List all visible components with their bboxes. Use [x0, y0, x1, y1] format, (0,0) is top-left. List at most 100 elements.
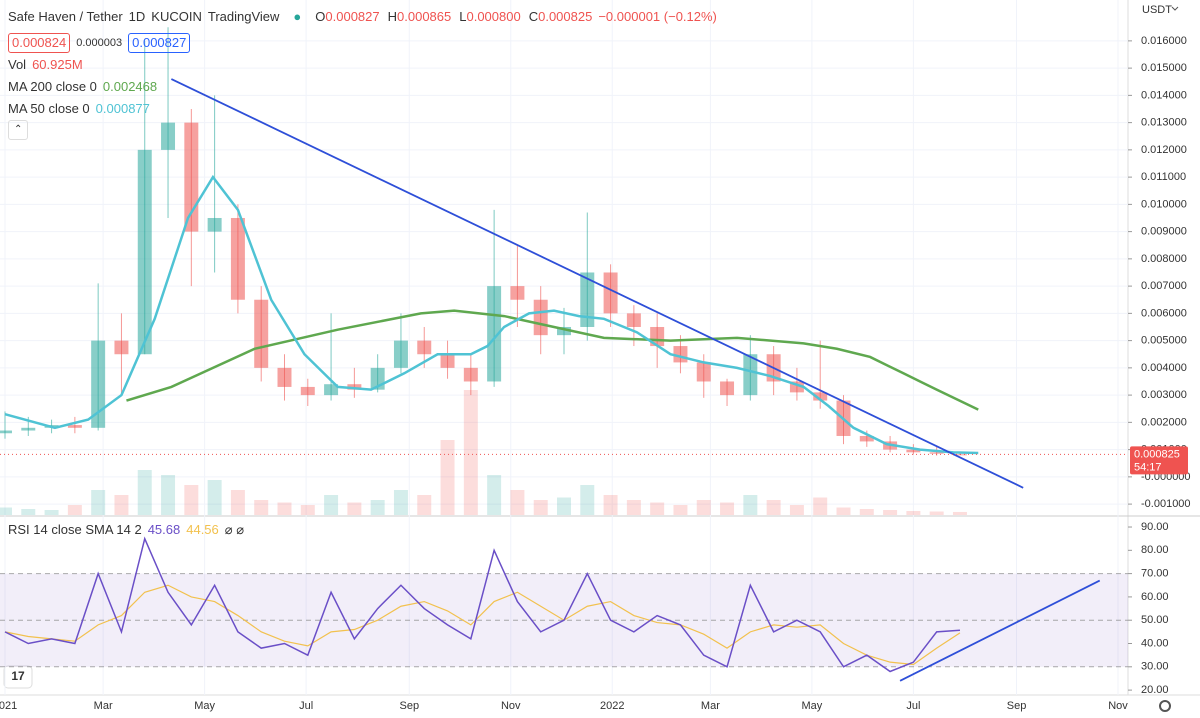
candle-body [743, 354, 758, 396]
volume-bar [952, 511, 967, 515]
candle-body [487, 286, 502, 382]
candle-body [626, 313, 641, 327]
volume-bar [393, 490, 408, 515]
y-tick-label: 0.012000 [1141, 144, 1187, 156]
ohlc: O0.000827 H0.000865 L0.000800 C0.000825 [315, 6, 592, 28]
ohlc-key: L [459, 9, 467, 24]
volume-bar [44, 510, 59, 515]
candle-body [463, 367, 478, 382]
volume-bar [324, 495, 339, 515]
interval: 1D [128, 9, 146, 24]
candle-body [557, 326, 571, 336]
x-tick-label: May [802, 700, 823, 712]
candle-body [184, 122, 199, 232]
volume-bar [440, 440, 455, 515]
ohlc-key: C [528, 9, 539, 24]
y-tick-label: 0.007000 [1141, 280, 1187, 292]
volume-bar [883, 510, 898, 515]
y-unit: USDT [1142, 4, 1172, 16]
settings-icon[interactable] [1159, 700, 1171, 712]
candle-body [580, 272, 595, 327]
y-tick-label: 0.013000 [1141, 117, 1187, 129]
volume-bar [137, 470, 152, 515]
trendline [899, 579, 1101, 682]
y-tick-label: 60.00 [1141, 591, 1169, 603]
y-tick-label: 80.00 [1141, 544, 1169, 556]
y-tick-label: 0.002000 [1141, 416, 1187, 428]
title-row: Safe Haven / Tether 1D KUCOIN TradingVie… [8, 6, 717, 28]
bid[interactable]: 0.000824 [8, 33, 71, 53]
volume-bar [463, 390, 478, 515]
y-tick-label: 0.006000 [1141, 307, 1187, 319]
ask[interactable]: 0.000827 [128, 33, 191, 53]
ohlc-key: O [315, 9, 326, 24]
candle-body [789, 381, 804, 393]
ma200-name: MA 200 close 0 [8, 79, 97, 94]
tv-logo[interactable] [3, 665, 33, 689]
candle-body [67, 425, 82, 428]
rsi-sma-line [4, 584, 961, 666]
ma200-legend: MA 200 close 0 0.002468 [8, 76, 717, 98]
y-tick-label: 0.014000 [1141, 89, 1187, 101]
y-tick-label: 0.015000 [1141, 62, 1187, 74]
candle-body [696, 362, 711, 382]
y-tick-label: 0.010000 [1141, 198, 1187, 210]
x-tick-label: Sep [1007, 700, 1027, 712]
candle-body [906, 449, 921, 453]
candle-body [324, 384, 339, 396]
volume-bar [67, 505, 82, 515]
candle-body [21, 427, 36, 431]
volume-bar [673, 505, 688, 515]
collapse-button[interactable]: ⌃ [8, 120, 29, 140]
candle-body [510, 286, 525, 300]
y-tick-label: 50.00 [1141, 614, 1169, 626]
x-tick-label: Mar [94, 700, 113, 712]
quote-row: 0.000824 0.000003 0.000827 [8, 32, 717, 54]
rsi-hidden-icon[interactable]: ⌀ ⌀ [224, 522, 245, 537]
volume-bar [720, 502, 735, 515]
y-tick-label: 0.004000 [1141, 362, 1187, 374]
x-tick-label: 2022 [600, 700, 624, 712]
trendline [170, 78, 1024, 489]
y-tick-label: 0.009000 [1141, 226, 1187, 238]
volume-value: 60.925M [32, 57, 83, 72]
volume-name: Vol [8, 57, 27, 72]
volume-bar [836, 507, 851, 515]
volume-bar [789, 505, 804, 515]
volume-bar [300, 505, 315, 515]
volume-bar [21, 509, 36, 515]
volume-bar [347, 502, 362, 515]
x-tick-label: May [194, 700, 215, 712]
candle-body [720, 381, 735, 396]
candle-body [393, 340, 408, 368]
last-price-label: 0.000825 [1134, 448, 1180, 460]
ohlc-value: 0.000865 [397, 9, 452, 24]
y-tick-label: 20.00 [1141, 684, 1169, 696]
candle-body [230, 217, 245, 300]
countdown: 54:17 [1134, 461, 1162, 473]
ma-line [126, 309, 979, 411]
volume-bar [650, 502, 665, 515]
volume-bar [277, 502, 292, 515]
volume-bar [184, 485, 199, 515]
change: −0.000001 (−0.12%) [598, 9, 717, 24]
x-tick-label: Nov [501, 700, 521, 712]
ohlc-item: O0.000827 [315, 6, 379, 28]
volume-bar [161, 475, 176, 515]
y-tick-label: 0.016000 [1141, 35, 1187, 47]
x-tick-label: Jul [906, 700, 920, 712]
candle-body [929, 452, 944, 454]
y-tick-label: 70.00 [1141, 568, 1169, 580]
rsi-legend: RSI 14 close SMA 14 2 45.68 44.56 ⌀ ⌀ [8, 522, 244, 538]
candle-body [0, 430, 12, 434]
exchange: KUCOIN [151, 9, 202, 24]
candle-body [207, 217, 222, 232]
rsi-line [4, 536, 961, 673]
volume-bar [813, 497, 828, 515]
symbol: Safe Haven / Tether [8, 9, 123, 24]
volume-bar [743, 495, 758, 515]
volume-bar [0, 507, 12, 515]
volume-bar [230, 490, 245, 515]
